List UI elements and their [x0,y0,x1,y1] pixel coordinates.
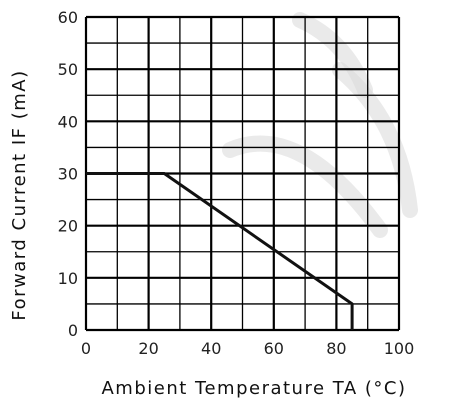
y-tick-label: 60 [58,8,78,27]
watermark-layer [222,12,418,238]
x-tick-labels: 0 20 40 60 80 100 [81,339,414,358]
series-line [86,172,354,330]
x-tick-label: 60 [264,339,284,358]
y-tick-label: 50 [58,60,78,79]
x-tick-label: 20 [138,339,158,358]
grid [84,15,401,332]
y-tick-label: 30 [58,165,78,184]
x-tick-label: 0 [81,339,91,358]
x-tick-label: 80 [326,339,346,358]
y-tick-label: 20 [58,217,78,236]
y-tick-label: 0 [68,321,78,340]
y-tick-label: 10 [58,269,78,288]
y-tick-labels: 0 10 20 30 40 50 60 [58,8,78,340]
y-axis-label: Forward Current IF (mA) [9,69,30,320]
x-tick-label: 40 [201,339,221,358]
x-tick-label: 100 [384,339,415,358]
plot-area [86,172,354,330]
x-axis-label: Ambient Temperature TA (°C) [101,378,406,399]
y-tick-label: 40 [58,112,78,131]
